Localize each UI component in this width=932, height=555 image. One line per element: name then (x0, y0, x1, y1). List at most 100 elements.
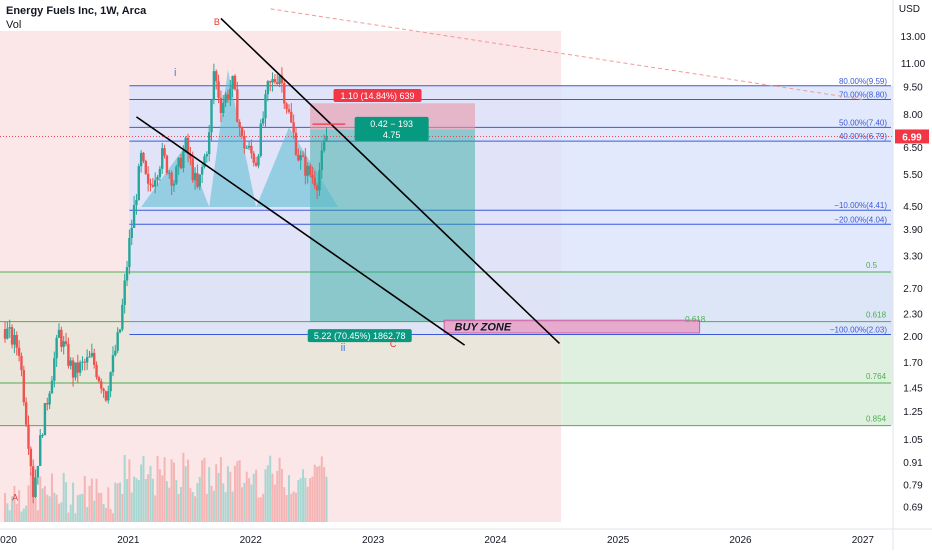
candle-body (222, 102, 225, 114)
volume-bar (269, 455, 272, 522)
volume-bar (67, 512, 70, 522)
volume-bar (313, 464, 316, 522)
candle-body (215, 71, 218, 82)
volume-bar (128, 459, 131, 522)
candle-body (62, 341, 65, 347)
volume-bar (65, 482, 68, 522)
candle-body (179, 157, 183, 169)
y-tick-label: 1.05 (903, 435, 923, 446)
volume-bar (151, 478, 154, 522)
volume-bar (194, 496, 197, 522)
fib-level-label: 50.00%(7.40) (839, 118, 887, 127)
candle-body (210, 100, 213, 133)
volume-bar (130, 492, 133, 522)
candle-body (24, 402, 28, 425)
candle-body (149, 183, 152, 185)
fib-level-label: 80.00%(9.59) (839, 77, 887, 86)
x-tick-label: 2024 (484, 535, 507, 546)
volume-bar (41, 488, 44, 522)
volume-bar (147, 474, 150, 522)
candle-body (325, 136, 328, 142)
candle-body (74, 362, 77, 378)
measure-teal-text: 0.42 − 193 (370, 119, 413, 129)
fib-level-label: −100.00%(2.03) (830, 326, 887, 335)
volume-bar (184, 466, 187, 522)
volume-bar (245, 471, 248, 522)
candle-body (121, 304, 124, 330)
volume-bar (311, 476, 314, 522)
candle-body (142, 152, 145, 162)
volume-bar (306, 486, 309, 522)
volume-bar (133, 476, 136, 522)
candle-body (170, 172, 173, 186)
volume-bar (36, 510, 39, 522)
candle-body (128, 237, 131, 268)
candle-body (6, 328, 9, 339)
candle-body (46, 403, 49, 405)
candle-body (95, 364, 98, 378)
candle-body (257, 155, 260, 166)
volume-bar (271, 473, 274, 522)
volume-bar (304, 477, 307, 522)
volume-bar (276, 471, 279, 522)
candle-body (264, 94, 267, 119)
candle-body (100, 381, 103, 389)
y-tick-label: 2.00 (903, 332, 923, 343)
candle-body (161, 148, 164, 169)
volume-bar (325, 476, 328, 522)
candle-body (39, 435, 42, 466)
volume-bar (320, 456, 323, 522)
candle-body (114, 350, 117, 356)
volume-bar (203, 457, 206, 522)
candle-body (224, 94, 227, 103)
candle-body (276, 82, 279, 84)
volume-bar (57, 503, 60, 522)
candle-body (151, 184, 155, 187)
volume-bar (168, 487, 171, 522)
candle-body (168, 172, 171, 174)
volume-bar (248, 478, 251, 522)
volume-bar (302, 469, 305, 522)
volume-bar (32, 490, 35, 522)
volume-label: Vol (6, 19, 22, 31)
candle-body (130, 227, 133, 238)
volume-bar (233, 465, 236, 522)
y-tick-label: 9.50 (903, 82, 923, 93)
volume-bar (283, 487, 286, 522)
candle-body (55, 337, 58, 359)
candle-body (231, 75, 234, 89)
volume-bar (299, 478, 302, 522)
volume-bar (323, 467, 326, 522)
volume-bar (109, 509, 112, 522)
volume-bar (111, 513, 114, 522)
volume-bar (266, 465, 269, 522)
y-tick-label: 8.00 (903, 110, 923, 121)
volume-bar (165, 481, 168, 522)
candle-body (90, 352, 94, 357)
volume-bar (81, 493, 84, 522)
candle-body (207, 132, 211, 155)
volume-bar (123, 454, 126, 522)
candle-body (261, 118, 265, 124)
volume-bar (180, 486, 183, 522)
candle-body (172, 183, 176, 186)
candle-body (278, 75, 281, 84)
volume-bar (95, 478, 98, 522)
lower-trend-line (135, 116, 466, 346)
volume-bar (149, 465, 152, 522)
candle-body (198, 174, 201, 187)
volume-bar (13, 485, 16, 522)
volume-bar (11, 496, 14, 522)
volume-bar (187, 459, 190, 522)
fib-level-label: −20.00%(4.04) (834, 215, 887, 224)
y-tick-label: 1.45 (903, 383, 923, 394)
volume-bar (88, 485, 91, 522)
volume-bar (262, 493, 265, 522)
volume-bar (126, 479, 129, 522)
candle-body (48, 393, 51, 405)
volume-bar (29, 472, 32, 522)
y-tick-label: 0.79 (903, 481, 923, 492)
candle-body (175, 166, 178, 184)
measure-teal-text: 4.75 (383, 130, 401, 140)
